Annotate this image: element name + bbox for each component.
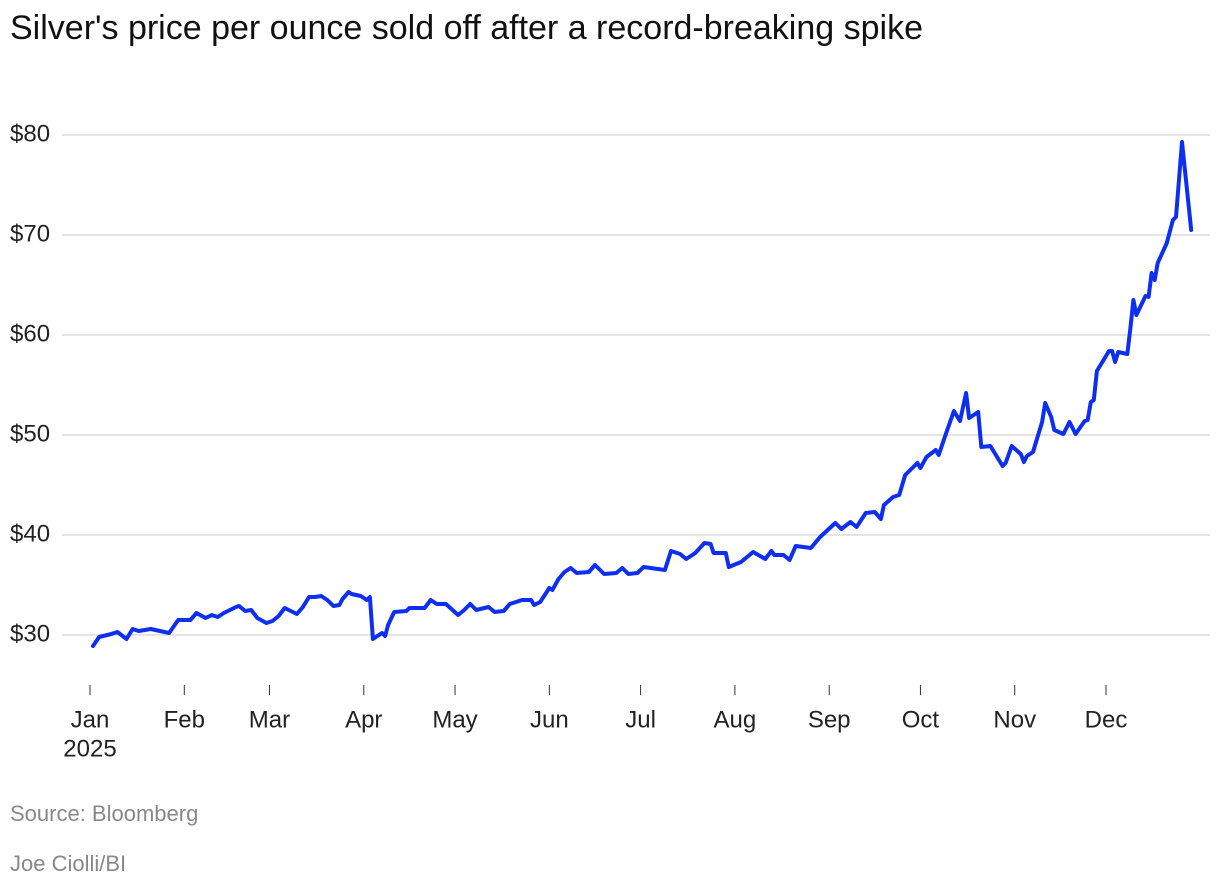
chart-title: Silver's price per ounce sold off after … <box>10 9 923 47</box>
y-tick-label: $80 <box>10 120 50 147</box>
source: Source: Bloomberg <box>10 801 198 826</box>
x-tick-label: Dec <box>1085 706 1128 733</box>
x-tick-label: Sep <box>808 706 851 733</box>
x-tick-label: May <box>432 706 477 733</box>
x-tick-label: Jun <box>530 706 569 733</box>
x-tick-label: Jan <box>71 706 110 733</box>
y-tick-label: $30 <box>10 620 50 647</box>
x-tick-label: Aug <box>714 706 757 733</box>
y-tick-label: $70 <box>10 220 50 247</box>
x-tick-label: Nov <box>993 706 1036 733</box>
x-tick-label: Apr <box>345 706 382 733</box>
y-tick-label: $40 <box>10 520 50 547</box>
x-tick-label: Feb <box>164 706 205 733</box>
x-tick-label: Mar <box>249 706 290 733</box>
x-tick-label: Jul <box>625 706 656 733</box>
x-tick-label: Oct <box>902 706 940 733</box>
y-tick-label: $50 <box>10 420 50 447</box>
price-line <box>91 140 1194 648</box>
x-year-label: 2025 <box>63 735 116 762</box>
y-tick-label: $60 <box>10 320 50 347</box>
credit: Joe Ciolli/BI <box>10 851 126 876</box>
